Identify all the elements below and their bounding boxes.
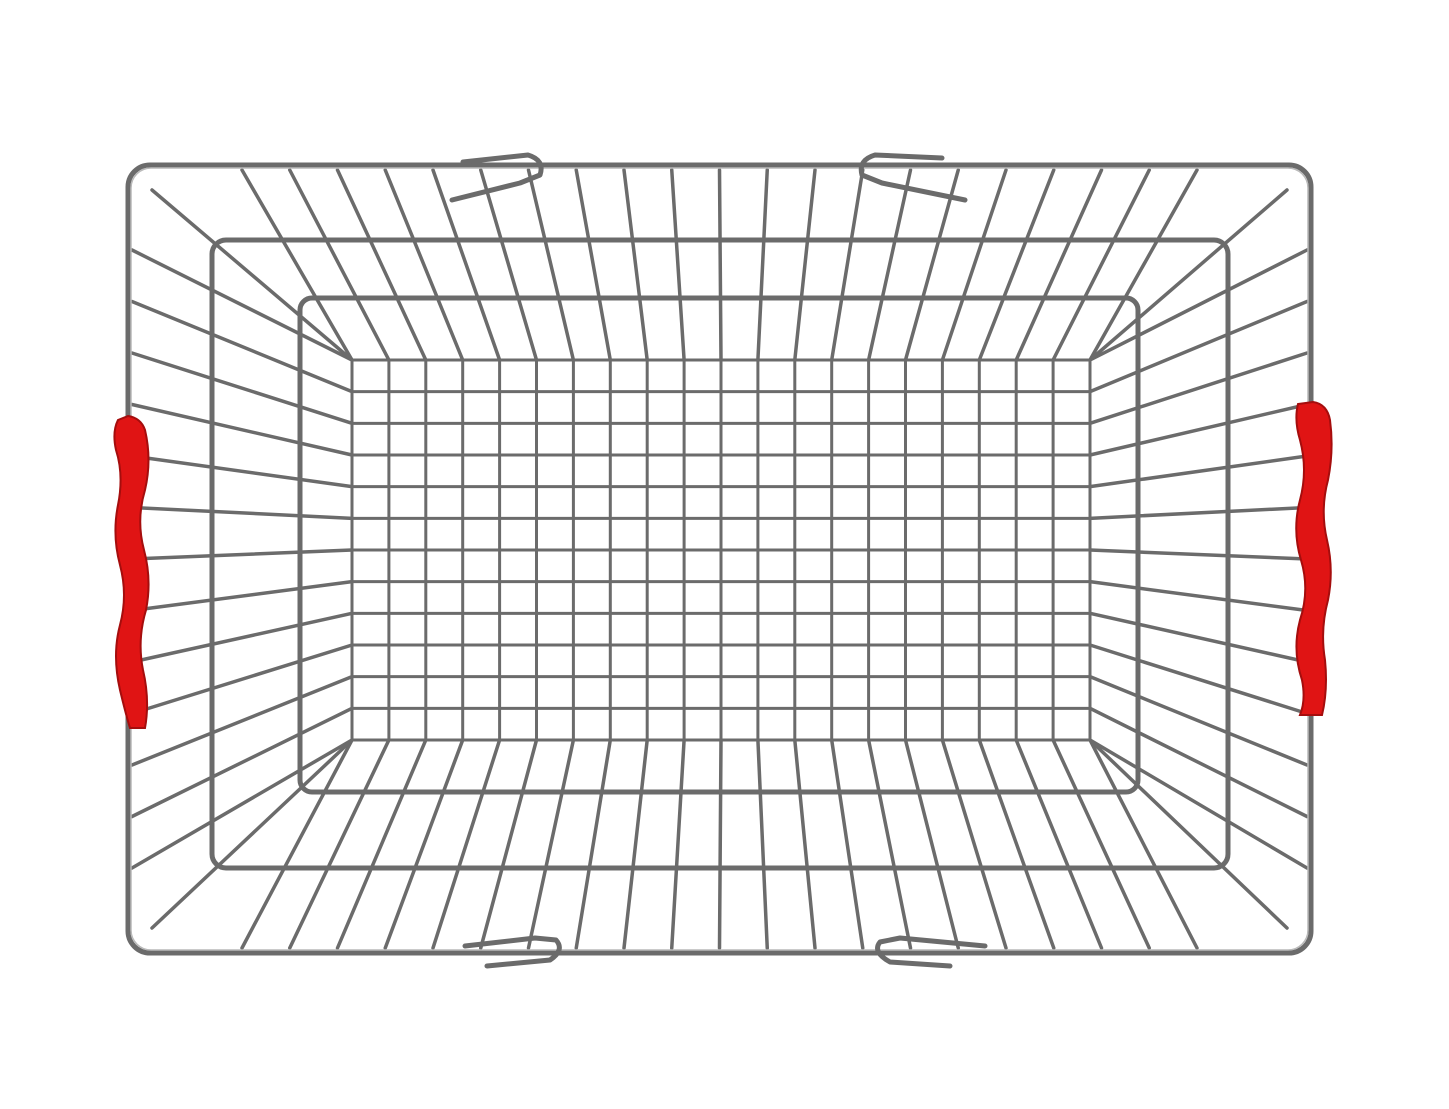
top-right-hinge (858, 152, 968, 203)
side-wire-bottom (903, 738, 960, 950)
side-wire-bottom (431, 738, 502, 950)
side-wire-top (335, 168, 428, 362)
side-wire-top (866, 168, 913, 362)
side-wire-right (1088, 351, 1309, 426)
side-wire-left (130, 643, 354, 716)
middle-rim (209, 237, 1231, 871)
side-wire-left (130, 706, 354, 819)
side-wire-top (383, 168, 465, 362)
side-wire-bottom (574, 738, 613, 950)
side-wire-right (1088, 579, 1309, 613)
corner-wire (1088, 188, 1289, 362)
side-wire-left (130, 299, 354, 394)
side-wire-left (130, 579, 354, 613)
basket-handles (113, 400, 1333, 729)
side-wire-top (793, 168, 817, 362)
side-wire-bottom (793, 738, 817, 950)
side-wire-right (1088, 505, 1309, 521)
side-wire-left (130, 611, 354, 664)
basket-hinges (449, 152, 988, 969)
side-wire-right (1088, 643, 1309, 716)
side-wire-bottom (383, 738, 465, 950)
side-wire-right (1088, 548, 1309, 561)
side-wire-top (756, 168, 769, 362)
side-wire-bottom (1014, 738, 1104, 950)
side-wire-top (574, 168, 613, 362)
side-wire-left (130, 674, 354, 767)
side-wire-left (130, 454, 354, 489)
side-wire-top (288, 168, 391, 362)
corner-wire (1088, 738, 1289, 930)
side-wire-right (1088, 674, 1309, 767)
side-wire-right (1088, 611, 1309, 664)
basket-side-wires (130, 168, 1309, 950)
side-wire-right (1088, 706, 1309, 819)
basket-floor-grid (350, 358, 1092, 742)
side-wire-top (526, 168, 576, 362)
side-wire-bottom (1051, 738, 1151, 950)
side-wire-bottom (479, 738, 539, 950)
corner-wire (150, 738, 354, 930)
side-wire-top (717, 168, 723, 362)
side-wire-top (977, 168, 1056, 362)
side-wire-left (130, 738, 354, 870)
side-wire-top (479, 168, 539, 362)
side-wire-bottom (622, 738, 649, 950)
side-wire-top (1014, 168, 1104, 362)
side-wire-right (1088, 299, 1309, 394)
side-wire-bottom (1088, 738, 1199, 950)
side-wire-left (130, 248, 354, 362)
side-wire-top (240, 168, 354, 362)
side-wire-bottom (240, 738, 354, 950)
left-handle (113, 414, 150, 729)
corner-wire (150, 188, 354, 362)
bottom-right-hinge (875, 935, 988, 969)
side-wire-right (1088, 454, 1309, 489)
side-wire-left (130, 548, 354, 561)
side-wire-top (622, 168, 649, 362)
side-wire-bottom (526, 738, 576, 950)
side-wire-left (130, 402, 354, 457)
inner-rim (297, 295, 1141, 795)
side-wire-bottom (829, 738, 865, 950)
right-handle (1295, 400, 1333, 716)
side-wire-left (130, 351, 354, 426)
side-wire-top (670, 168, 686, 362)
side-wire-bottom (977, 738, 1056, 950)
side-wire-bottom (866, 738, 913, 950)
side-wire-right (1088, 248, 1309, 362)
side-wire-bottom (335, 738, 428, 950)
side-wire-bottom (940, 738, 1008, 950)
side-wire-top (1088, 168, 1199, 362)
bottom-left-hinge (462, 935, 562, 969)
side-wire-bottom (717, 738, 723, 950)
side-wire-left (130, 505, 354, 521)
side-wire-top (903, 168, 960, 362)
top-left-hinge (449, 152, 544, 203)
side-wire-top (829, 168, 865, 362)
side-wire-right (1088, 402, 1309, 457)
side-wire-bottom (670, 738, 686, 950)
side-wire-bottom (756, 738, 769, 950)
side-wire-top (940, 168, 1008, 362)
side-wire-right (1088, 738, 1309, 870)
side-wire-bottom (288, 738, 391, 950)
side-wire-top (1051, 168, 1151, 362)
side-wire-top (431, 168, 502, 362)
